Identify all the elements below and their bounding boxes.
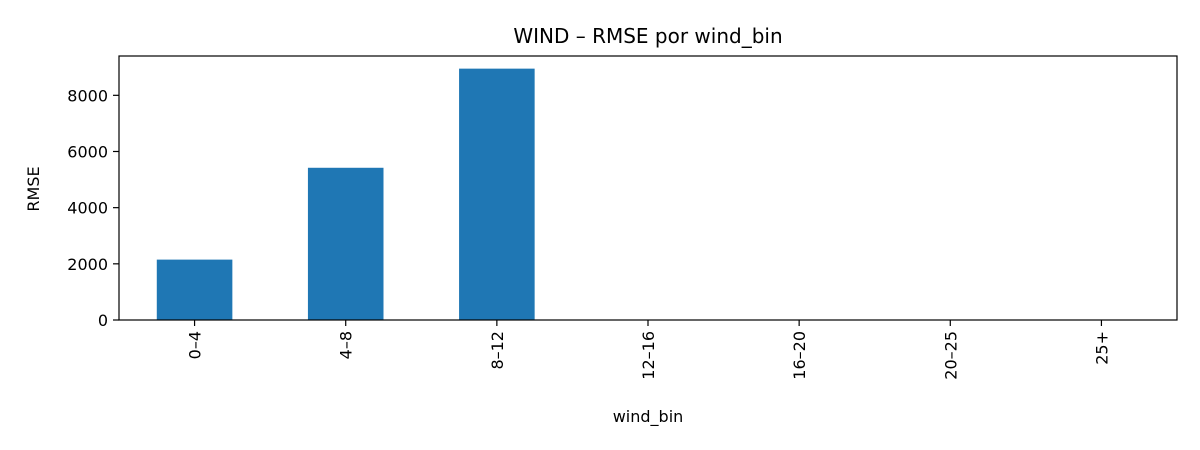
chart-title: WIND – RMSE por wind_bin: [513, 24, 782, 48]
bar-4–8: [307, 167, 384, 320]
x-tick-label: 25+: [1092, 331, 1111, 365]
bar-0–4: [156, 259, 233, 320]
x-axis-label: wind_bin: [613, 407, 684, 427]
x-tick-label: 4–8: [337, 331, 356, 359]
x-axis: 0–4 4–8 8–12 12–16 16–20 20–25 25+: [186, 320, 1111, 380]
y-tick-label: 6000: [67, 142, 108, 161]
x-tick-label: 8–12: [488, 331, 507, 370]
y-axis: 0 2000 4000 6000 8000: [67, 86, 119, 330]
plot-frame: [118, 55, 1178, 321]
x-tick-label: 0–4: [186, 331, 205, 359]
x-tick-label: 20–25: [941, 331, 960, 380]
y-tick-label: 8000: [67, 86, 108, 105]
y-tick-label: 0: [98, 311, 108, 330]
bars-group: [156, 68, 535, 320]
x-tick-label: 16–20: [790, 331, 809, 380]
y-tick-label: 4000: [67, 199, 108, 218]
y-tick-label: 2000: [67, 255, 108, 274]
bar-8–12: [459, 68, 535, 320]
x-tick-label: 12–16: [639, 331, 658, 380]
y-axis-label: RMSE: [24, 166, 43, 211]
